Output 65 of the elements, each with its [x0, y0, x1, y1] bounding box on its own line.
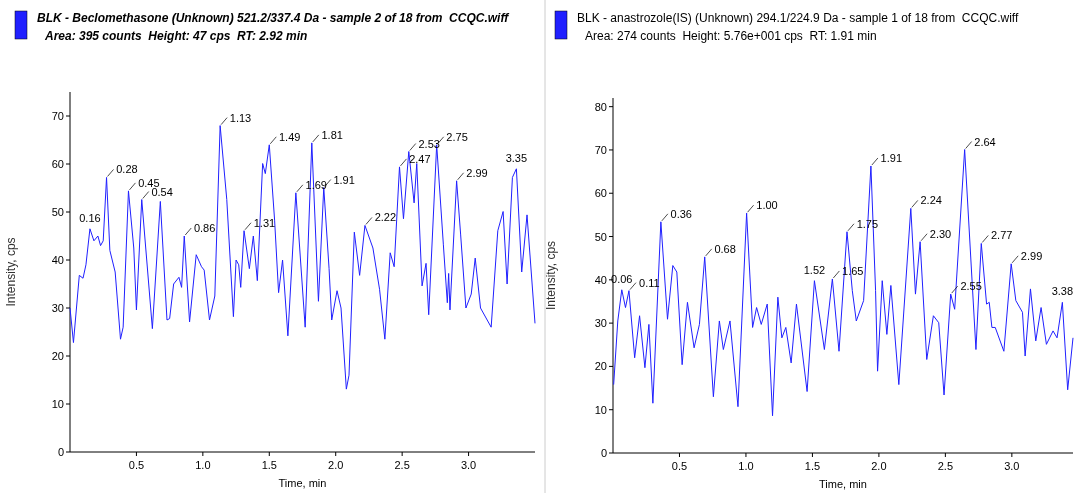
annotation: 1.52 — [803, 263, 826, 276]
line-series — [613, 149, 1074, 417]
annotation: 1.75 — [856, 217, 879, 230]
annotation: 0.06 — [611, 272, 633, 285]
x-tick-label: 1.5 — [804, 460, 821, 472]
annotation: 2.99 — [1020, 249, 1043, 262]
x-tick-label: 0.5 — [128, 459, 145, 471]
annotation: 0.68 — [714, 242, 736, 255]
annotation: 0.36 — [670, 207, 692, 220]
y-tick-label: 0 — [600, 447, 607, 459]
annotation: 1.13 — [229, 111, 252, 124]
annotation: 2.64 — [974, 135, 996, 148]
x-tick-label: 2.5 — [394, 459, 410, 471]
y-tick-label: 10 — [594, 403, 607, 416]
x-tick-label: 1.0 — [738, 460, 754, 472]
x-axis-title: Time, min — [278, 477, 327, 489]
annotation: 2.24 — [920, 194, 942, 207]
annotation: 3.38 — [1051, 285, 1074, 298]
annotation: 2.53 — [418, 137, 440, 150]
annotation: 1.49 — [278, 130, 301, 143]
annotation: 2.75 — [446, 130, 468, 143]
y-tick-label: 70 — [594, 143, 607, 156]
x-tick-label: 3.0 — [460, 459, 477, 471]
annotation: 1.91 — [333, 173, 355, 186]
chart-title: BLK - anastrozole(IS) (Unknown) 294.1/224.9 Da - sample 1 of 18 from CCQC.wiff — [577, 11, 1019, 25]
y-axis-title: Intensity, cps — [4, 237, 18, 307]
y-axis-title: Intensity, cps — [544, 240, 558, 311]
annotation: 0.16 — [79, 211, 101, 224]
y-tick-label: 30 — [51, 302, 64, 314]
annotation: 2.22 — [374, 211, 397, 224]
x-tick-label: 2.0 — [328, 459, 344, 471]
x-tick-label: 1.0 — [195, 459, 211, 471]
line-series — [69, 125, 536, 390]
chart-subtitle: Area: 274 counts Height: 5.76e+001 cps RT: 1.91 min — [585, 29, 877, 43]
y-tick-label: 50 — [51, 206, 64, 218]
chart-subtitle: Area: 395 counts Height: 47 cps RT: 2.92 min — [44, 29, 308, 43]
y-tick-label: 60 — [594, 187, 607, 200]
y-tick-label: 20 — [594, 360, 607, 373]
y-tick-label: 50 — [594, 230, 607, 243]
y-tick-label: 60 — [51, 158, 64, 170]
y-tick-label: 70 — [51, 110, 64, 122]
annotation: 0.11 — [639, 276, 660, 289]
annotation: 2.99 — [466, 166, 488, 179]
y-tick-label: 40 — [594, 273, 607, 286]
y-tick-label: 0 — [57, 446, 64, 458]
x-axis-title: Time, min — [819, 478, 867, 490]
y-tick-label: 30 — [594, 317, 607, 330]
annotation: 2.30 — [929, 227, 952, 240]
annotation: 3.35 — [505, 151, 528, 164]
annotation: 1.91 — [880, 151, 903, 164]
chart-title: BLK - Beclomethasone (Unknown) 521.2/337.4 Da - sample 2 of 18 from CCQC.wiff — [37, 11, 510, 25]
y-tick-label: 40 — [51, 254, 64, 266]
x-tick-label: 2.0 — [871, 460, 887, 472]
annotation: 2.77 — [990, 229, 1013, 242]
annotation: 1.81 — [321, 128, 343, 141]
y-tick-label: 20 — [51, 350, 64, 362]
annotation: 0.86 — [193, 222, 216, 234]
x-tick-label: 1.5 — [261, 459, 277, 471]
y-tick-label: 80 — [594, 100, 607, 113]
x-tick-label: 3.0 — [1004, 460, 1020, 472]
annotation: 0.28 — [116, 163, 138, 176]
annotation: 1.00 — [756, 199, 778, 212]
x-tick-label: 2.5 — [937, 460, 954, 472]
x-tick-label: 0.5 — [671, 460, 688, 472]
y-tick-label: 10 — [51, 398, 64, 410]
